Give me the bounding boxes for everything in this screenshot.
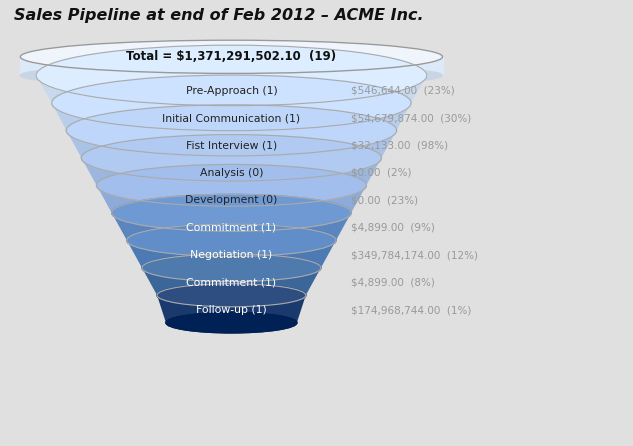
Ellipse shape [20, 40, 442, 74]
Text: $174,968,744.00  (1%): $174,968,744.00 (1%) [351, 306, 472, 315]
Text: $4,899.00  (9%): $4,899.00 (9%) [351, 223, 435, 233]
Text: Initial Communication (1): Initial Communication (1) [162, 113, 301, 123]
Text: Commitment (1): Commitment (1) [186, 223, 277, 233]
Ellipse shape [127, 224, 336, 256]
Ellipse shape [97, 165, 367, 206]
Ellipse shape [52, 75, 411, 131]
Ellipse shape [52, 75, 411, 131]
Ellipse shape [82, 135, 382, 181]
Ellipse shape [166, 313, 297, 333]
Polygon shape [111, 213, 351, 240]
Ellipse shape [142, 254, 321, 281]
Ellipse shape [82, 135, 382, 181]
Polygon shape [36, 75, 427, 103]
Polygon shape [82, 158, 382, 186]
Polygon shape [97, 186, 367, 213]
Polygon shape [52, 103, 411, 130]
Ellipse shape [66, 105, 396, 156]
Text: Fist Interview (1): Fist Interview (1) [186, 140, 277, 150]
Text: Total = $1,371,291,502.10  (19): Total = $1,371,291,502.10 (19) [127, 50, 337, 63]
Polygon shape [157, 295, 306, 323]
Ellipse shape [20, 64, 442, 87]
Text: Commitment (1): Commitment (1) [186, 278, 277, 288]
Ellipse shape [166, 313, 297, 333]
Text: $0.00  (23%): $0.00 (23%) [351, 195, 418, 206]
Ellipse shape [157, 284, 306, 307]
Text: $546,644.00  (23%): $546,644.00 (23%) [351, 86, 455, 95]
Polygon shape [142, 268, 321, 295]
Ellipse shape [36, 45, 427, 106]
Polygon shape [127, 240, 336, 268]
Text: $0.00  (2%): $0.00 (2%) [351, 168, 411, 178]
Polygon shape [66, 130, 396, 158]
Text: Analysis (0): Analysis (0) [199, 168, 263, 178]
Text: $32,133.00  (98%): $32,133.00 (98%) [351, 140, 448, 150]
Text: Follow-up (1): Follow-up (1) [196, 306, 266, 315]
Ellipse shape [127, 224, 336, 256]
Ellipse shape [97, 165, 367, 206]
Ellipse shape [111, 194, 351, 231]
Text: $4,899.00  (8%): $4,899.00 (8%) [351, 278, 435, 288]
Ellipse shape [66, 105, 396, 156]
Text: Sales Pipeline at end of Feb 2012 – ACME Inc.: Sales Pipeline at end of Feb 2012 – ACME… [14, 8, 423, 23]
Ellipse shape [111, 194, 351, 231]
Ellipse shape [157, 284, 306, 307]
Text: Development (0): Development (0) [185, 195, 278, 206]
Text: $54,679,874.00  (30%): $54,679,874.00 (30%) [351, 113, 472, 123]
Ellipse shape [142, 254, 321, 281]
Text: Negotiation (1): Negotiation (1) [191, 250, 273, 260]
Text: $349,784,174.00  (12%): $349,784,174.00 (12%) [351, 250, 478, 260]
Polygon shape [20, 57, 442, 75]
Text: Pre-Approach (1): Pre-Approach (1) [185, 86, 277, 95]
